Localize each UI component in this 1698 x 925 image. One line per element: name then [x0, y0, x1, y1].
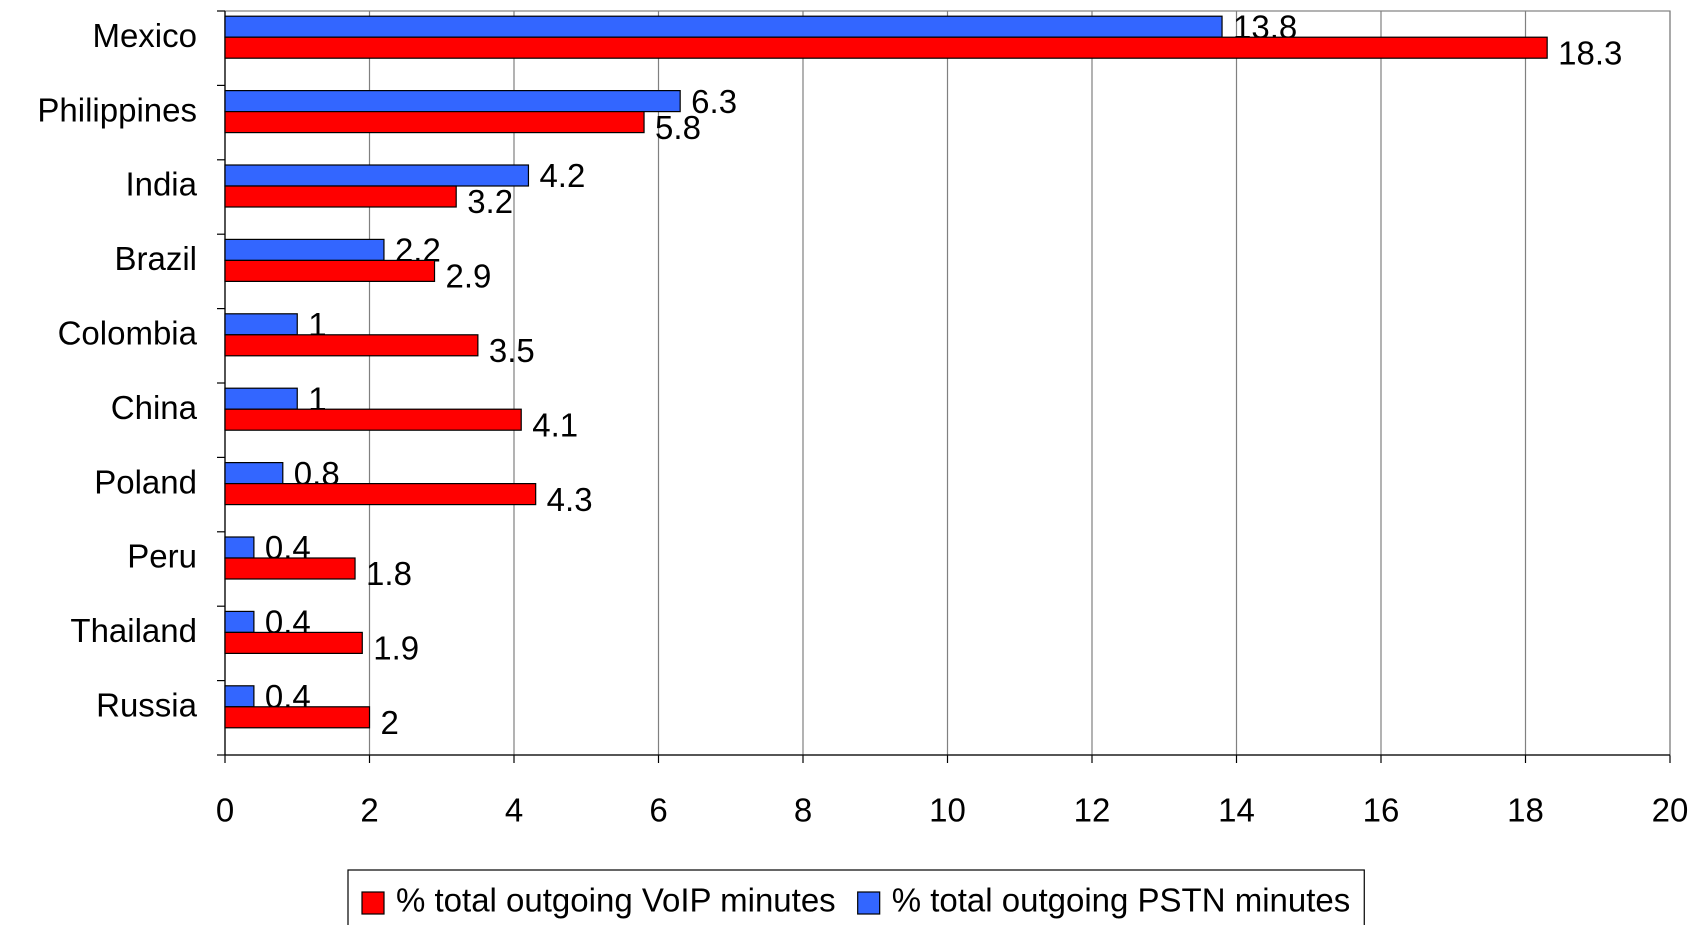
bar	[224, 15, 1223, 38]
y-tick-label: Philippines	[37, 91, 197, 128]
x-tick-label: 12	[1074, 792, 1111, 829]
x-tick-label: 4	[505, 792, 523, 829]
data-label: 2	[381, 704, 399, 741]
y-tick-label: India	[125, 166, 197, 203]
y-tick-label: Mexico	[92, 17, 197, 54]
data-label: 1	[308, 306, 326, 343]
data-label: 1	[308, 380, 326, 417]
data-label: 5.8	[655, 109, 701, 146]
y-tick-label: China	[111, 389, 198, 426]
bar	[224, 462, 284, 485]
bar	[224, 483, 537, 506]
x-tick-label: 18	[1507, 792, 1544, 829]
bar	[224, 631, 363, 655]
data-label: 4.2	[539, 157, 585, 194]
data-label: 2.9	[446, 258, 492, 295]
bar	[224, 89, 681, 113]
bar	[224, 557, 356, 580]
x-tick-label: 20	[1652, 792, 1689, 829]
bar	[224, 610, 255, 634]
x-tick-label: 6	[649, 792, 667, 829]
data-label: 4.3	[547, 481, 593, 518]
bar	[224, 313, 298, 336]
legend-label: % total outgoing VoIP minutes	[396, 882, 836, 919]
x-tick-label: 16	[1363, 792, 1400, 829]
y-tick-label: Russia	[96, 687, 198, 724]
legend-swatch	[857, 891, 881, 915]
bar	[224, 334, 479, 357]
legend-box	[347, 869, 1365, 925]
bar	[224, 408, 522, 431]
data-label: 4.1	[532, 406, 578, 443]
data-label: 1.8	[366, 555, 412, 592]
x-tick-label: 8	[794, 792, 812, 829]
x-tick-label: 14	[1218, 792, 1255, 829]
y-tick-label: Colombia	[58, 315, 198, 352]
x-tick-label: 0	[216, 792, 234, 829]
bar	[224, 387, 298, 410]
bar	[224, 685, 255, 708]
bar	[224, 259, 436, 282]
data-label: 3.2	[467, 183, 513, 220]
bar	[224, 110, 645, 134]
x-tick-label: 2	[360, 792, 378, 829]
data-label: 3.5	[489, 332, 535, 369]
y-tick-label: Brazil	[114, 240, 197, 277]
data-label: 18.3	[1558, 34, 1622, 71]
bar	[224, 706, 371, 729]
y-tick-label: Thailand	[70, 612, 197, 649]
x-tick-label: 10	[929, 792, 966, 829]
bar	[224, 36, 1548, 59]
legend-swatch	[361, 891, 385, 915]
y-tick-label: Peru	[127, 538, 197, 575]
data-label: 6.3	[691, 83, 737, 120]
bar	[224, 238, 385, 261]
data-label: 1.9	[373, 630, 419, 667]
bar	[224, 536, 255, 559]
legend-label: % total outgoing PSTN minutes	[892, 882, 1351, 919]
bar	[224, 185, 457, 208]
y-tick-label: Poland	[94, 463, 197, 500]
